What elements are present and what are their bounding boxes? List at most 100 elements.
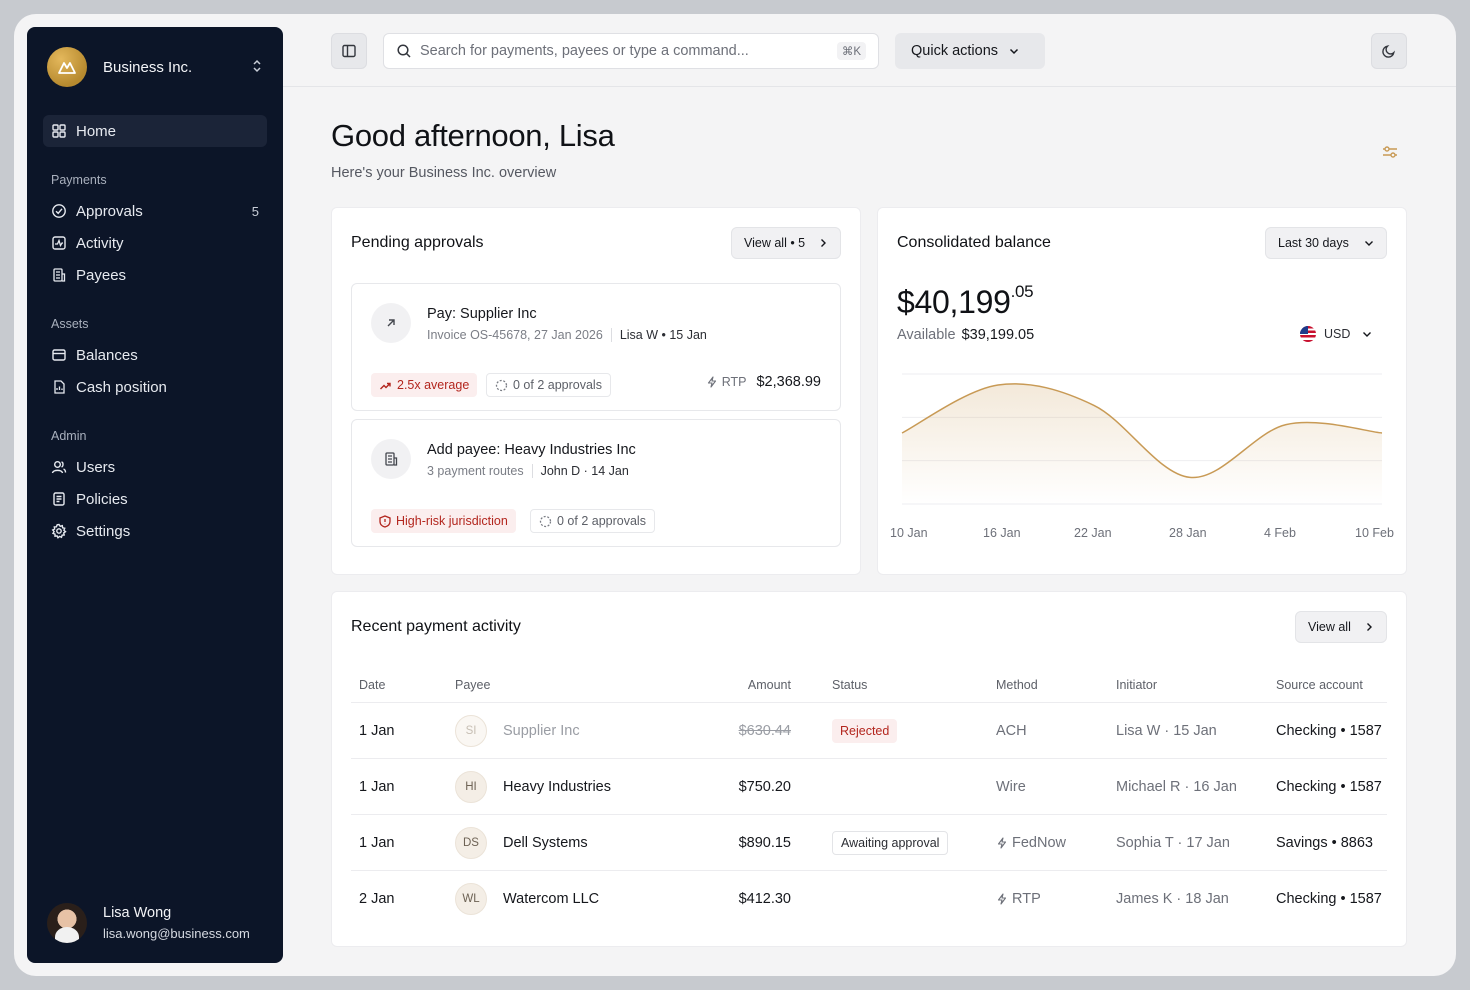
chevron-down-icon — [1363, 332, 1372, 337]
column-header-method: Method — [996, 678, 1038, 692]
sidebar-item-settings[interactable]: Settings — [43, 515, 267, 547]
sidebar-item-label: Policies — [76, 490, 128, 508]
approvals-count-badge: 5 — [251, 203, 259, 219]
cell-method: Wire — [996, 779, 1026, 795]
user-name: Lisa Wong — [103, 905, 172, 921]
table-row[interactable]: 1 Jan HI Heavy Industries $750.20 Wire M… — [351, 758, 1387, 814]
page-title: Good afternoon, Lisa — [331, 118, 615, 153]
balance-title: Consolidated balance — [897, 234, 1051, 251]
divider — [531, 464, 533, 478]
chart-x-tick-label: 10 Jan — [890, 526, 928, 540]
arrow-up-right-icon — [371, 303, 411, 343]
sidebar-item-cash-position[interactable]: Cash position — [43, 371, 267, 403]
cell-amount: $412.30 — [738, 891, 791, 907]
column-header-date: Date — [359, 678, 386, 692]
app-window: Business Inc. Home Payments Approvals 5 … — [14, 14, 1456, 976]
approval-title: Add payee: Heavy Industries Inc — [427, 442, 636, 458]
cell-date: 1 Jan — [359, 835, 395, 851]
column-header-status: Status — [832, 678, 868, 692]
approvals-progress-tag: 0 of 2 approvals — [530, 509, 655, 533]
search-placeholder: Search for payments, payees or type a co… — [420, 43, 749, 59]
cell-payee: Dell Systems — [503, 835, 588, 851]
sidebar-item-users[interactable]: Users — [43, 451, 267, 483]
sidebar-item-balances[interactable]: Balances — [43, 339, 267, 371]
cell-payee: Heavy Industries — [503, 779, 611, 795]
sidebar-item-activity[interactable]: Activity — [43, 227, 267, 259]
users-icon — [51, 461, 67, 474]
payee-avatar: SI — [455, 715, 487, 747]
cell-amount: $890.15 — [738, 835, 791, 851]
approval-item[interactable]: Add payee: Heavy Industries Inc 3 paymen… — [351, 419, 841, 547]
chevron-right-icon — [1367, 623, 1372, 631]
sidebar-item-home[interactable]: Home — [43, 115, 267, 147]
sidebar-item-payees[interactable]: Payees — [43, 259, 267, 291]
chart-area-fill — [902, 383, 1382, 504]
chart-x-tick-label: 28 Jan — [1169, 526, 1207, 540]
currency-select[interactable]: USD — [1300, 326, 1372, 342]
chevron-down-icon — [1010, 48, 1019, 55]
approval-amount: RTP $2,368.99 — [706, 374, 821, 390]
chevron-up-down-icon — [247, 59, 267, 76]
building-icon — [371, 439, 411, 479]
sidebar-toggle-icon — [342, 44, 356, 58]
status-badge: Rejected — [832, 719, 898, 743]
view-all-activity-label: View all — [1308, 620, 1351, 634]
us-flag-icon — [1300, 326, 1316, 342]
balance-amount: $40,199.05 — [897, 282, 1034, 321]
cell-method: ACH — [996, 723, 1027, 739]
approval-routes: 3 payment routes — [427, 464, 524, 478]
cell-amount: $750.20 — [738, 779, 791, 795]
payee-avatar: WL — [455, 883, 487, 915]
table-row[interactable]: 2 Jan WL Watercom LLC $412.30 RTP James … — [351, 870, 1387, 926]
approvals-progress-label: 0 of 2 approvals — [557, 514, 646, 528]
risk-tag-label: 2.5x average — [397, 378, 470, 392]
balance-card: Consolidated balance Last 30 days $40,19… — [877, 207, 1407, 575]
shield-alert-icon — [379, 514, 391, 528]
cell-source-account: Checking • 1587 — [1276, 891, 1382, 907]
view-all-activity-button[interactable]: View all — [1295, 611, 1387, 643]
column-header-source-account: Source account — [1276, 678, 1363, 692]
avatar — [47, 903, 87, 943]
check-circle-icon — [52, 204, 66, 218]
approval-item[interactable]: Pay: Supplier Inc Invoice OS-45678, 27 J… — [351, 283, 841, 411]
user-profile[interactable]: Lisa Wong lisa.wong@business.com — [47, 903, 250, 943]
nav-section-assets: Assets — [51, 317, 89, 331]
payee-avatar: HI — [455, 771, 487, 803]
cell-initiator: Michael R · 16 Jan — [1116, 779, 1237, 795]
bolt-icon — [997, 837, 1007, 849]
quick-actions-button[interactable]: Quick actions — [895, 33, 1045, 69]
pending-approvals-title: Pending approvals — [351, 234, 484, 251]
approval-initiator: Lisa W • 15 Jan — [619, 328, 707, 342]
gear-icon — [51, 523, 67, 539]
risk-tag: High-risk jurisdiction — [371, 509, 516, 533]
chart-x-tick-label: 22 Jan — [1074, 526, 1112, 540]
quick-actions-label: Quick actions — [911, 43, 999, 59]
table-row[interactable]: 1 Jan SI Supplier Inc $630.44 Rejected A… — [351, 702, 1387, 758]
sidebar-item-label: Approvals — [76, 202, 143, 220]
topbar: Search for payments, payees or type a co… — [283, 14, 1456, 87]
approvals-progress-tag: 0 of 2 approvals — [486, 373, 611, 397]
cell-amount: $630.44 — [738, 723, 791, 739]
available-label: Available — [897, 327, 956, 343]
theme-toggle-button[interactable] — [1371, 33, 1407, 69]
page-subtitle: Here's your Business Inc. overview — [331, 165, 557, 181]
sidebar-item-label: Activity — [76, 234, 124, 252]
search-input[interactable]: Search for payments, payees or type a co… — [383, 33, 879, 69]
balance-chart — [901, 373, 1383, 505]
sidebar-item-label: Cash position — [76, 378, 167, 396]
table-row[interactable]: 1 Jan DS Dell Systems $890.15 Awaiting a… — [351, 814, 1387, 870]
date-range-label: Last 30 days — [1278, 236, 1349, 250]
cell-source-account: Checking • 1587 — [1276, 779, 1382, 795]
sidebar-toggle-button[interactable] — [331, 33, 367, 69]
sliders-icon[interactable] — [1380, 142, 1400, 162]
org-switcher[interactable]: Business Inc. — [47, 47, 267, 87]
cell-date: 1 Jan — [359, 723, 395, 739]
view-all-approvals-button[interactable]: View all • 5 — [731, 227, 841, 259]
date-range-select[interactable]: Last 30 days — [1265, 227, 1387, 259]
available-balance: Available $39,199.05 — [897, 327, 1034, 343]
payment-method: RTP — [721, 375, 747, 389]
sidebar-item-policies[interactable]: Policies — [43, 483, 267, 515]
search-shortcut: ⌘K — [836, 42, 866, 60]
risk-tag-label: High-risk jurisdiction — [396, 514, 508, 528]
sidebar-item-approvals[interactable]: Approvals 5 — [43, 195, 267, 227]
